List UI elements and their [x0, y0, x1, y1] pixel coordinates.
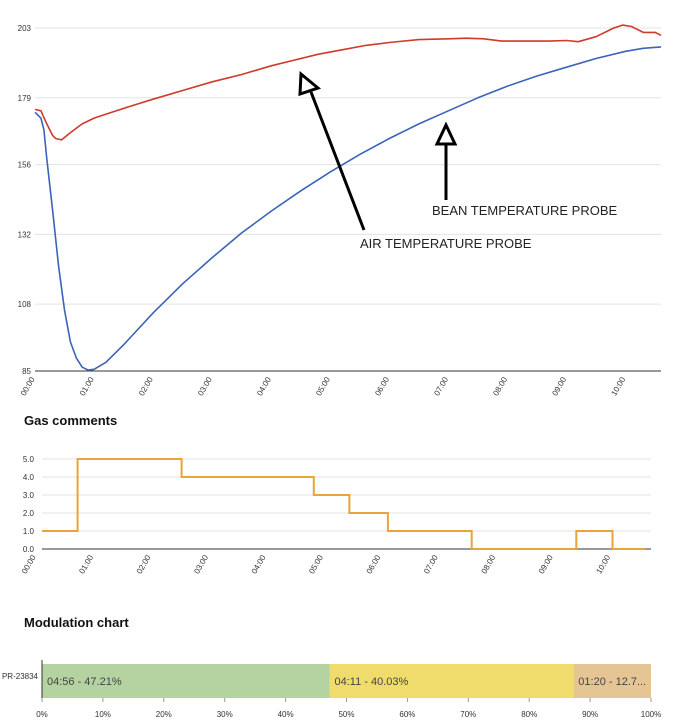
temp-x-tick-label: 10:00: [609, 375, 627, 397]
gas-x-ticks: 00:00 01:00 02:00 03:00 04:00 05:00 06:00 07:00…: [20, 553, 613, 575]
modulation-bars: 04:56 - 47.21% 04:11 - 40.03% 01:20 - 12.7…: [41, 660, 651, 702]
modulation-x-tick-label: 50%: [338, 710, 354, 719]
temp-y-tick-label: 156: [18, 161, 32, 170]
temp-x-tick-label: 03:00: [196, 375, 214, 397]
temperature-gridlines: [35, 27, 661, 372]
temp-x-tick-label: 06:00: [373, 375, 391, 397]
gas-chart: 0.01.02.03.04.05.0 00:00 01:00 02:00 03:00 0…: [20, 455, 651, 575]
modulation-x-tick-label: 20%: [156, 710, 172, 719]
temp-x-tick-label: 00:00: [19, 375, 37, 397]
modulation-x-tick-label: 70%: [460, 710, 476, 719]
modulation-chart-title: Modulation chart: [24, 615, 129, 630]
gas-x-tick-label: 01:00: [77, 553, 95, 575]
temp-y-tick-label: 108: [18, 300, 32, 309]
temp-x-tick-label: 05:00: [314, 375, 332, 397]
gas-x-tick-label: 00:00: [20, 553, 38, 575]
gas-x-tick-label: 10:00: [594, 553, 612, 575]
temp-y-tick-label: 85: [22, 367, 31, 376]
gas-x-tick-label: 08:00: [480, 553, 498, 575]
modulation-segment-1: [42, 664, 330, 698]
gas-x-tick-label: 07:00: [422, 553, 440, 575]
modulation-category-label: PR-23834: [2, 672, 39, 681]
temp-x-tick-label: 07:00: [432, 375, 450, 397]
gas-x-tick-label: 04:00: [250, 553, 268, 575]
gas-line: [42, 458, 646, 550]
temp-x-tick-label: 08:00: [491, 375, 509, 397]
modulation-x-tick-label: 0%: [36, 710, 48, 719]
temperature-y-ticks: 85 108 132 156 179 203: [18, 24, 32, 376]
temp-y-tick-label: 179: [18, 94, 32, 103]
air-probe-arrowhead-icon: [298, 70, 322, 97]
gas-x-tick-label: 06:00: [365, 553, 383, 575]
temp-y-tick-label: 203: [18, 24, 32, 33]
air-temperature-line: [34, 24, 662, 141]
modulation-segment-label: 04:56 - 47.21%: [47, 676, 122, 688]
air-probe-arrow-icon: [309, 91, 366, 231]
modulation-chart: 04:56 - 47.21% 04:11 - 40.03% 01:20 - 12.7…: [2, 660, 661, 719]
gas-y-tick-label: 1.0: [23, 527, 35, 536]
gas-y-tick-label: 0.0: [23, 545, 35, 554]
temp-x-tick-label: 09:00: [550, 375, 568, 397]
gas-x-tick-label: 05:00: [307, 553, 325, 575]
temp-y-tick-label: 132: [18, 230, 32, 239]
modulation-categories: PR-23834: [2, 672, 39, 681]
gas-x-tick-label: 09:00: [537, 553, 555, 575]
gas-x-tick-label: 03:00: [192, 553, 210, 575]
modulation-x-tick-label: 90%: [582, 710, 598, 719]
modulation-x-ticks: 0% 10% 20% 30% 40% 50% 60% 70% 80% 90% 100%: [36, 698, 661, 719]
modulation-x-tick-label: 40%: [278, 710, 294, 719]
modulation-x-tick-label: 60%: [399, 710, 415, 719]
temp-x-tick-label: 04:00: [255, 375, 273, 397]
temp-x-tick-label: 02:00: [137, 375, 155, 397]
gas-y-tick-label: 5.0: [23, 455, 35, 464]
bean-probe-arrowhead-icon: [434, 121, 458, 146]
modulation-x-tick-label: 30%: [217, 710, 233, 719]
gas-chart-title: Gas comments: [24, 413, 118, 428]
modulation-segment-label: 04:11 - 40.03%: [335, 676, 409, 688]
gas-gridlines: [42, 458, 651, 550]
air-probe-annotation: AIR TEMPERATURE PROBE: [360, 236, 532, 251]
gas-series: [42, 458, 646, 550]
gas-y-tick-label: 4.0: [23, 473, 35, 482]
gas-y-tick-label: 3.0: [23, 491, 35, 500]
gas-y-tick-label: 2.0: [23, 509, 35, 518]
modulation-segment-2: [329, 664, 574, 698]
bean-temperature-line: [34, 46, 662, 371]
gas-y-ticks: 0.0 1.0 2.0 3.0 4.0 5.0: [23, 455, 35, 554]
modulation-x-tick-label: 100%: [641, 710, 661, 719]
temperature-series: [34, 24, 662, 371]
modulation-segment-3: [573, 664, 651, 698]
gas-x-tick-label: 02:00: [135, 553, 153, 575]
modulation-x-tick-label: 10%: [95, 710, 111, 719]
temperature-x-ticks: 00:00 01:00 02:00 03:00 04:00 05:00 06:00 07:00…: [19, 375, 628, 397]
bean-probe-annotation: BEAN TEMPERATURE PROBE: [432, 203, 617, 218]
modulation-x-tick-label: 80%: [521, 710, 537, 719]
temp-x-tick-label: 01:00: [78, 375, 96, 397]
modulation-segment-label: 01:20 - 12.7...: [578, 676, 646, 688]
temperature-chart: 85 108 132 156 179 203 00:00 01:00 02:00 03:00 04…: [18, 24, 662, 397]
